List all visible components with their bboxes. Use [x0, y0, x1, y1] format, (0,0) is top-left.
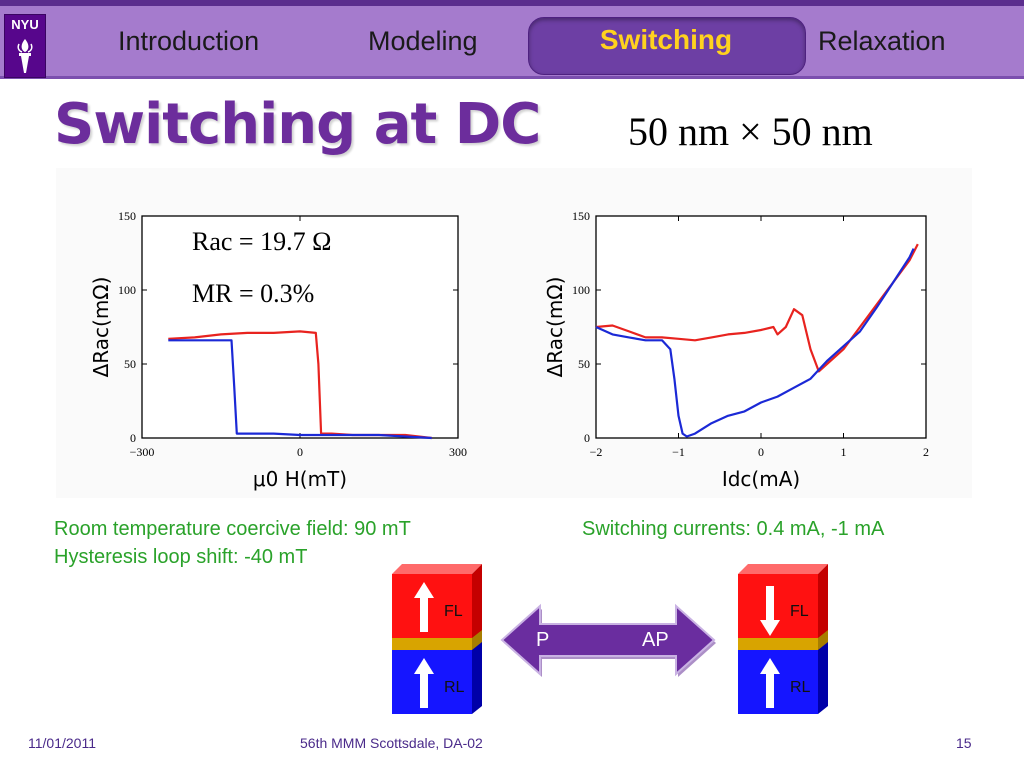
rl-layer	[392, 650, 472, 714]
rl-label: RL	[790, 679, 811, 696]
header-bottom-stripe	[0, 76, 1024, 79]
up-arrow-icon	[414, 658, 434, 708]
y-tick-label: 150	[118, 209, 136, 223]
fl-side-face	[818, 564, 828, 646]
x-tick-label: 300	[449, 445, 467, 459]
tab-relaxation[interactable]: Relaxation	[818, 26, 946, 56]
y-tick-label: 150	[572, 209, 590, 223]
x-tick-label: −2	[590, 445, 603, 459]
x-axis-label: μ0 H(mT)	[253, 467, 347, 491]
up-arrow-icon	[414, 582, 434, 632]
footer-date: 11/01/2011	[28, 735, 96, 751]
y-axis-label: ΔRac(mΩ)	[89, 277, 113, 378]
rl-side-face	[818, 642, 828, 714]
down-arrow-icon	[760, 586, 780, 636]
magnetization-diagram: FL RL P AP FL RL	[392, 564, 828, 714]
nyu-logo: NYU	[4, 14, 46, 78]
p-ap-double-arrow: P AP	[500, 603, 716, 677]
spacer-side	[818, 630, 828, 652]
fl-layer	[738, 574, 818, 640]
annotation-text: Rac = 19.7 Ω	[192, 227, 331, 256]
red-curve	[595, 243, 919, 373]
y-axis-label: ΔRac(mΩ)	[543, 277, 567, 378]
spacer-side	[472, 630, 482, 652]
parallel-stack: FL RL	[392, 564, 482, 714]
y-tick-label: 100	[572, 283, 590, 297]
page-number: 15	[956, 735, 972, 751]
y-tick-label: 50	[124, 357, 136, 371]
x-tick-label: −300	[130, 445, 155, 459]
spacer-layer	[738, 638, 818, 650]
rl-layer	[738, 650, 818, 714]
tab-introduction[interactable]: Introduction	[118, 26, 260, 56]
rl-side-face	[472, 642, 482, 714]
x-axis-label: Idc(mA)	[722, 467, 800, 491]
sample-dimensions: 50 nm × 50 nm	[628, 109, 873, 154]
fl-label: FL	[790, 603, 809, 620]
spacer-layer	[392, 638, 472, 650]
fl-label: FL	[444, 603, 463, 620]
fl-layer	[392, 574, 472, 640]
coercive-field-caption: Room temperature coercive field: 90 mT	[54, 518, 411, 540]
tab-modeling[interactable]: Modeling	[368, 26, 478, 56]
loop-shift-caption: Hysteresis loop shift: -40 mT	[54, 546, 308, 568]
fl-top-face	[738, 564, 828, 574]
fl-top-face	[392, 564, 482, 574]
blue-curve	[168, 339, 432, 440]
x-tick-label: 0	[297, 445, 303, 459]
double-arrow-shape	[500, 603, 716, 677]
y-tick-label: 50	[578, 357, 590, 371]
annotation-text: MR = 0.3%	[192, 279, 314, 308]
x-tick-label: 1	[841, 445, 847, 459]
fl-side-face	[472, 564, 482, 646]
logo-text: NYU	[11, 17, 39, 32]
blue-curve	[595, 248, 915, 438]
x-tick-label: 2	[923, 445, 929, 459]
footer-event: 56th MMM Scottsdale, DA-02	[300, 735, 483, 751]
ap-label: AP	[642, 629, 669, 651]
rl-label: RL	[444, 679, 465, 696]
header-bar	[0, 0, 1024, 78]
active-tab-background	[528, 17, 806, 75]
plot-frame	[141, 215, 459, 439]
page-title: Switching at DC	[54, 92, 541, 157]
x-tick-label: 0	[758, 445, 764, 459]
antiparallel-stack: FL RL	[738, 564, 828, 714]
switching-currents-caption: Switching currents: 0.4 mA, -1 mA	[582, 518, 885, 540]
y-tick-label: 0	[584, 431, 590, 445]
p-label: P	[536, 629, 549, 651]
up-arrow-icon	[760, 658, 780, 708]
tab-switching[interactable]: Switching	[599, 24, 733, 55]
header-top-stripe	[0, 0, 1024, 6]
x-tick-label: −1	[672, 445, 685, 459]
y-tick-label: 0	[130, 431, 136, 445]
plot-frame	[595, 215, 927, 439]
y-tick-label: 100	[118, 283, 136, 297]
hysteresis-current-chart: 0 50 100 150 −2 −1 0 1 2 Idc(mA) ΔRac(mΩ)	[520, 168, 972, 498]
torch-icon	[17, 39, 33, 73]
